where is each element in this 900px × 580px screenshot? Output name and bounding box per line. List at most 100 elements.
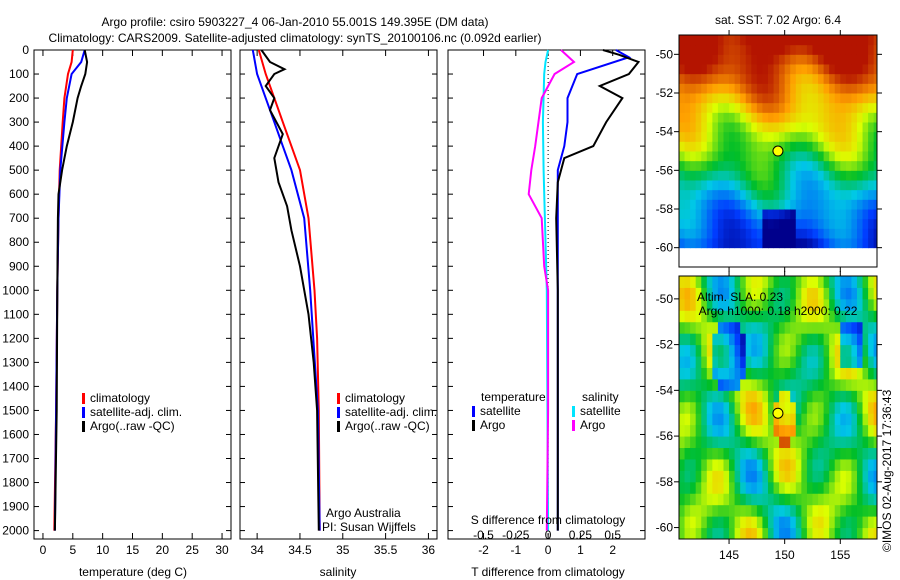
heatmap-cell <box>829 189 836 200</box>
heatmap-cell <box>773 83 780 94</box>
heatmap-cell <box>773 218 780 229</box>
heatmap-cell <box>767 287 775 300</box>
heatmap-cell <box>801 93 808 104</box>
heatmap-cell <box>790 276 797 288</box>
heatmap-cell <box>767 470 775 483</box>
heatmap-cell <box>729 344 736 357</box>
heatmap-cell <box>756 401 763 414</box>
heatmap-cell <box>851 44 858 55</box>
heatmap-cell <box>717 209 724 220</box>
x-tick-label: 155 <box>830 548 850 562</box>
heatmap-cell <box>717 44 724 55</box>
heatmap-cell <box>679 218 686 229</box>
heatmap-cell <box>845 112 852 123</box>
heatmap-cell <box>723 436 730 449</box>
heatmap-cell <box>801 44 808 55</box>
heatmap-cell <box>834 238 841 249</box>
heatmap-cell <box>762 54 769 65</box>
heatmap-cell <box>695 64 702 75</box>
heatmap-cell <box>751 516 758 529</box>
heatmap-cell <box>729 64 736 75</box>
heatmap-cell <box>862 180 869 191</box>
heatmap-cell <box>779 401 786 414</box>
heatmap-cell <box>795 516 802 529</box>
heatmap-cell <box>745 141 752 152</box>
heatmap-cell <box>784 333 791 346</box>
heatmap-cell <box>818 93 825 104</box>
heatmap-cell <box>756 298 763 311</box>
heatmap-cell <box>767 333 775 346</box>
heatmap-cell <box>717 310 724 323</box>
heatmap-cell <box>762 199 769 210</box>
heatmap-cell <box>767 151 775 162</box>
heatmap-cell <box>751 413 758 426</box>
heatmap-cell <box>873 35 878 46</box>
heatmap-cell <box>684 367 691 380</box>
y-tick-label: 700 <box>9 211 29 225</box>
heatmap-cell <box>845 64 852 75</box>
heatmap-cell <box>818 378 825 391</box>
heatmap-cell <box>767 170 775 181</box>
heatmap-cell <box>695 73 702 84</box>
heatmap-cell <box>734 321 741 334</box>
heatmap-cell <box>840 141 847 152</box>
heatmap-cell <box>729 218 736 229</box>
heatmap-cell <box>873 298 878 311</box>
heatmap-cell <box>856 413 864 426</box>
heatmap-cell <box>840 481 847 494</box>
heatmap-cell <box>779 73 786 84</box>
heatmap-cell <box>679 504 686 517</box>
heatmap-cell <box>834 356 841 368</box>
heatmap-cell <box>834 276 841 288</box>
heatmap-cell <box>756 287 763 300</box>
heatmap-cell <box>795 458 802 471</box>
heatmap-cell <box>845 504 852 517</box>
heatmap-cell <box>851 102 858 113</box>
heatmap-cell <box>729 151 736 162</box>
heatmap-cell <box>868 527 875 540</box>
heatmap-cell <box>751 151 758 162</box>
heatmap-cell <box>779 298 786 311</box>
y-tick-label: 600 <box>9 187 29 201</box>
heatmap-cell <box>706 189 713 200</box>
heatmap-cell <box>873 447 878 460</box>
heatmap-cell <box>790 83 797 94</box>
heatmap-cell <box>756 112 763 123</box>
heatmap-cell <box>767 527 775 540</box>
heatmap-cell <box>862 527 869 540</box>
heatmap-cell <box>818 504 825 517</box>
heatmap-cell <box>723 112 730 123</box>
heatmap-cell <box>801 298 808 311</box>
heatmap-cell <box>834 504 841 517</box>
heatmap-cell <box>823 527 830 540</box>
heatmap-cell <box>717 93 724 104</box>
heatmap-cell <box>745 112 752 123</box>
heatmap-cell <box>706 199 713 210</box>
heatmap-cell <box>868 470 875 483</box>
heatmap-cell <box>745 493 752 506</box>
heatmap-cell <box>795 122 802 133</box>
salinity-line-climatology <box>257 49 321 531</box>
heatmap-cell <box>734 413 741 426</box>
heatmap-cell <box>773 378 780 391</box>
heatmap-cell <box>745 228 752 239</box>
heatmap-cell <box>679 44 686 55</box>
heatmap-cell <box>845 180 852 191</box>
heatmap-cell <box>690 378 697 391</box>
heatmap-cell <box>851 458 858 471</box>
heatmap-cell <box>818 160 825 171</box>
heatmap-cell <box>773 481 780 494</box>
heatmap-cell <box>734 44 741 55</box>
heatmap-cell <box>845 228 852 239</box>
heatmap-cell <box>873 83 878 94</box>
heatmap-cell <box>801 504 808 517</box>
heatmap-cell <box>834 367 841 380</box>
heatmap-cell <box>812 481 819 494</box>
heatmap-cell <box>723 481 730 494</box>
heatmap-cell <box>762 151 769 162</box>
heatmap-cell <box>740 413 747 426</box>
heatmap-cell <box>812 189 819 200</box>
heatmap-cell <box>845 424 852 437</box>
heatmap-cell <box>690 424 697 437</box>
heatmap-cell <box>790 447 797 460</box>
